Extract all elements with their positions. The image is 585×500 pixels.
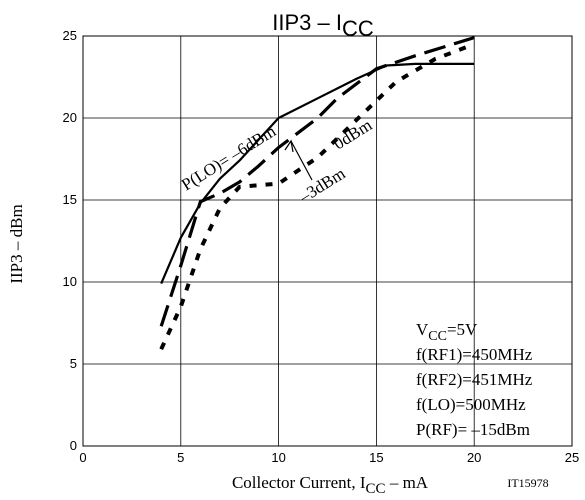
series-line-solid — [160, 62, 475, 285]
series-line-short-dash — [159, 42, 475, 351]
x-tick-label: 20 — [467, 450, 481, 465]
test-conditions: VCC=5V f(RF1)=450MHz f(RF2)=451MHz f(LO)… — [416, 320, 533, 439]
annotation-0dbm: 0dBm — [330, 115, 375, 153]
chart-title: IIP3 – ICC — [272, 10, 374, 41]
y-tick-label: 20 — [63, 110, 77, 125]
condition-prf: P(RF)= –15dBm — [416, 420, 530, 439]
condition-vcc-subscript: CC — [428, 329, 447, 344]
chart-title-main: IIP3 – I — [272, 10, 342, 35]
condition-vcc-pre: V — [416, 320, 429, 339]
annotation-plo-minus-6dbm: P(LO)= –6dBm — [178, 121, 279, 194]
plot-frame — [82, 35, 573, 447]
x-tick-labels: 0 5 10 15 20 25 — [79, 450, 579, 465]
series-lines — [159, 36, 475, 351]
x-tick-label: 25 — [565, 450, 579, 465]
y-tick-labels: 0 5 10 15 20 25 — [63, 28, 77, 453]
condition-vcc-post: =5V — [447, 320, 478, 339]
y-tick-label: 5 — [70, 356, 77, 371]
plot-area: 0 5 10 15 20 25 0 5 10 15 20 25 — [63, 28, 580, 465]
chart-title-subscript: CC — [342, 16, 374, 41]
y-tick-label: 15 — [63, 192, 77, 207]
y-tick-label: 0 — [70, 438, 77, 453]
y-tick-label: 25 — [63, 28, 77, 43]
annotation-minus-3dbm: –3dBm — [295, 164, 348, 207]
series-line-long-dash — [159, 36, 475, 327]
x-axis-title: Collector Current, ICC – mA — [232, 473, 429, 497]
condition-frf2: f(RF2)=451MHz — [416, 370, 533, 389]
y-axis-title: IIP3 – dBm — [7, 204, 26, 283]
annotation-arrow — [284, 139, 313, 181]
x-tick-label: 5 — [177, 450, 184, 465]
condition-frf1: f(RF1)=450MHz — [416, 345, 533, 364]
condition-vcc: VCC=5V — [416, 320, 478, 344]
condition-flo: f(LO)=500MHz — [416, 395, 526, 414]
grid-lines — [83, 36, 572, 446]
figure-code: IT15978 — [507, 476, 548, 490]
x-axis-title-pre: Collector Current, I — [232, 473, 366, 492]
x-axis-title-post: – mA — [386, 473, 429, 492]
x-tick-label: 15 — [369, 450, 383, 465]
x-tick-label: 10 — [271, 450, 285, 465]
x-axis-title-subscript: CC — [366, 481, 386, 497]
y-tick-label: 10 — [63, 274, 77, 289]
x-tick-label: 0 — [79, 450, 86, 465]
